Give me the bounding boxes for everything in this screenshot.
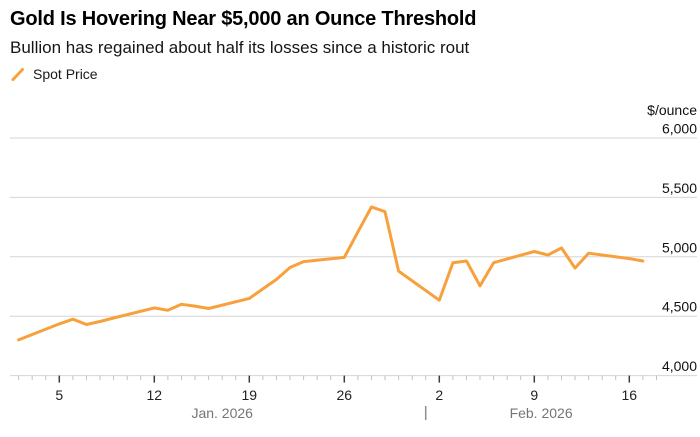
x-tick-label: 26 xyxy=(337,387,353,403)
y-axis-label: 4,500 xyxy=(662,299,697,315)
y-axis-label: 4,000 xyxy=(662,358,697,374)
y-axis-label: 5,000 xyxy=(662,239,697,255)
x-tick-label: 16 xyxy=(622,387,638,403)
spot-price-slash-icon xyxy=(11,67,24,81)
x-tick-label: 5 xyxy=(55,387,63,403)
x-tick-label: 12 xyxy=(147,387,163,403)
spot-price-line xyxy=(17,205,645,342)
month-label: Jan. 2026 xyxy=(191,405,253,421)
x-tick-label: 19 xyxy=(242,387,258,403)
month-label: Feb. 2026 xyxy=(510,405,573,421)
chart-subtitle: Bullion has regained about half its loss… xyxy=(10,38,470,57)
chart-title: Gold Is Hovering Near $5,000 an Ounce Th… xyxy=(10,8,477,30)
legend-slash-line xyxy=(11,67,24,81)
y-axis-unit-label: $/ounce xyxy=(647,102,697,118)
legend: Spot Price xyxy=(10,65,98,83)
x-tick-label: 9 xyxy=(530,387,538,403)
legend-label-spot-price: Spot Price xyxy=(33,66,98,82)
y-axis-label: 5,500 xyxy=(662,180,697,196)
y-axis-label: 6,000 xyxy=(662,121,697,137)
x-tick-label: 2 xyxy=(435,387,443,403)
